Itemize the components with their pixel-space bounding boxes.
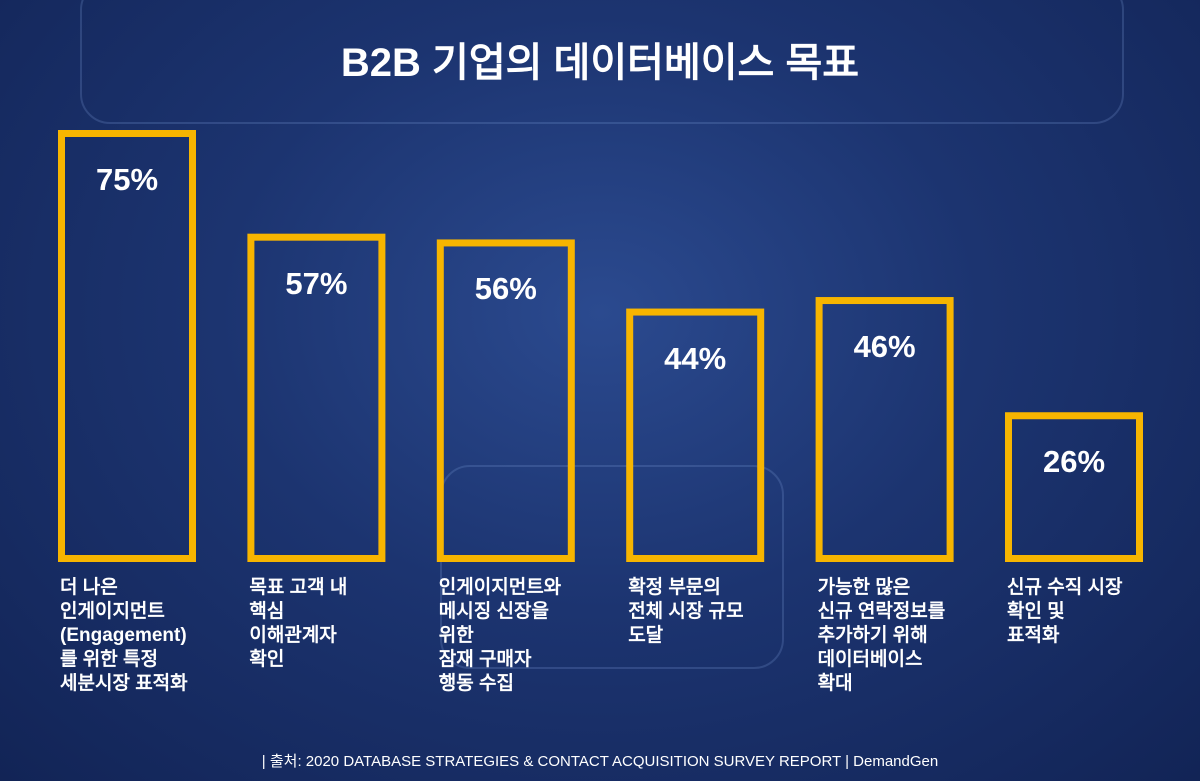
value-label: 44% [664,340,727,376]
decoration [440,465,784,669]
category-label: 신규 수직 시장 확인 및 표적화 [1007,577,1123,646]
value-label: 57% [285,265,348,301]
value-label: 75% [95,162,159,197]
bar [247,233,386,562]
bar [626,308,765,562]
category-label: 더 나은 인게이지먼트 (Engagement) 를 위한 특정 세분시장 표적… [60,577,188,694]
bar [1005,412,1143,562]
category-label: 목표 고객 내 핵심 이해관계자 확인 [249,577,348,670]
bar [58,130,196,562]
value-label: 56% [474,271,537,307]
value-label: 46% [853,329,916,365]
decoration [80,0,1124,124]
value-label: 26% [1042,444,1106,480]
category-label: 인게이지먼트와 메시징 신장을 위한 잠재 구매자 행동 수집 [438,577,562,694]
source: | 출처: 2020 DATABASE STRATEGIES & CONTACT… [261,753,939,770]
category-label: 가능한 많은 신규 연락정보를 추가하기 위해 데이터베이스 확대 [817,577,946,694]
chart-title: B2B 기업의 데이터베이스 목표 [340,41,860,85]
bar [436,239,575,562]
category-label: 확정 부문의 전체 시장 규모 도달 [628,577,744,646]
bar [815,297,954,562]
